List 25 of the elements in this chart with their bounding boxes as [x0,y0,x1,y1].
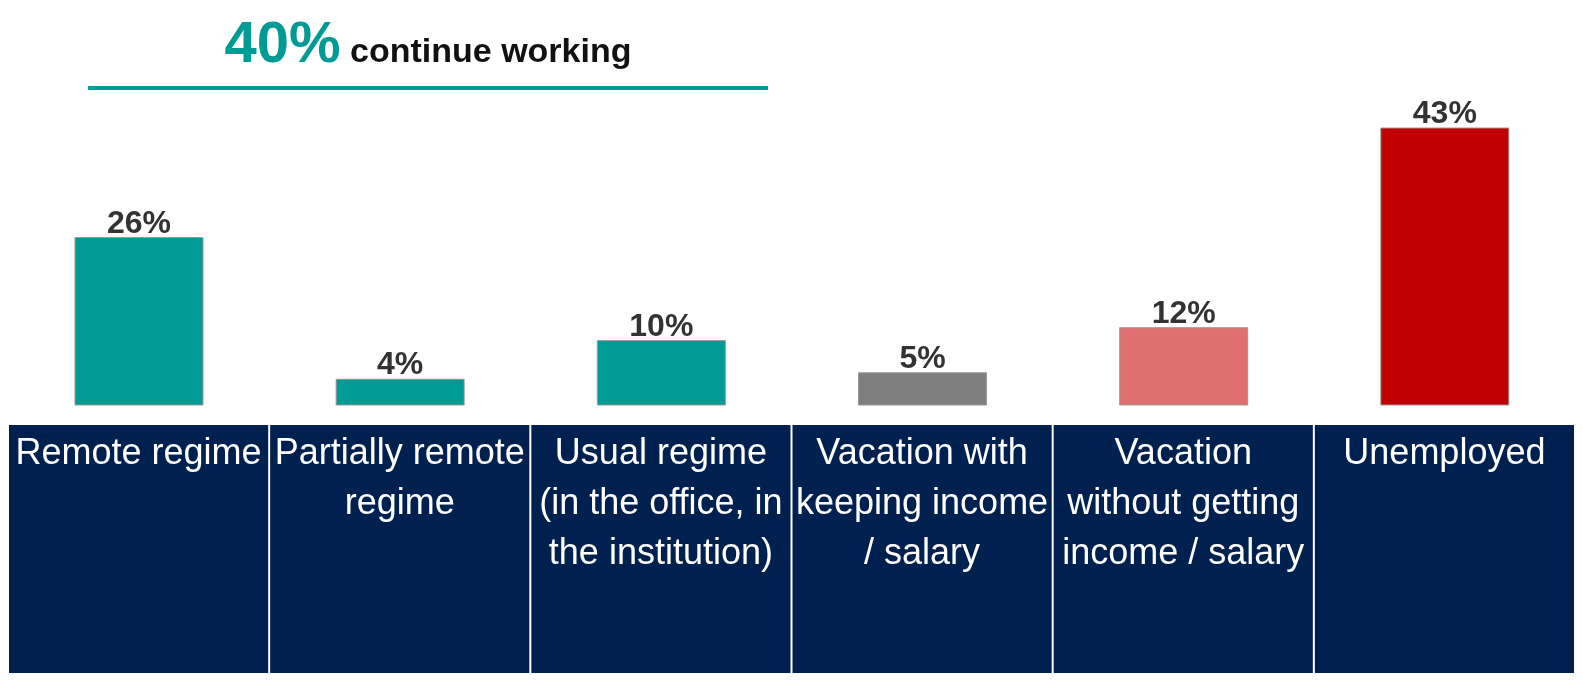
bar [596,340,726,406]
label-panel: Unemployed [1314,425,1574,673]
bar [858,372,987,406]
data-label: 10% [629,306,694,343]
label-panel: Vacation without getting income / salary [1053,425,1313,673]
x-tick-label: Remote regime [14,430,263,474]
bar [1119,327,1249,406]
label-panel: Partially remote regime [270,425,530,673]
data-label: 43% [1412,94,1477,130]
label-panel: Usual regime (in the office, in the institution) [531,425,791,673]
x-tick-label: Vacation with keeping income / salary [795,430,1050,574]
chart-title: 40% continue working [224,9,632,74]
x-tick-label: Unemployed [1342,430,1547,474]
x-tick-label: Usual regime (in the office, in the institution) [538,430,784,574]
x-tick-label: Partially remote regime [273,430,526,524]
x-tick-label: Vacation without getting income / salary [1061,430,1306,574]
label-panel: Vacation with keeping income / salary [792,425,1052,673]
data-label: 26% [106,203,172,240]
bar [1380,127,1510,406]
data-label: 12% [1151,293,1216,330]
data-label: 5% [899,338,946,375]
bar [335,378,465,406]
label-panel: Remote regime [9,425,269,673]
bar [74,237,204,406]
data-label: 4% [377,345,424,382]
